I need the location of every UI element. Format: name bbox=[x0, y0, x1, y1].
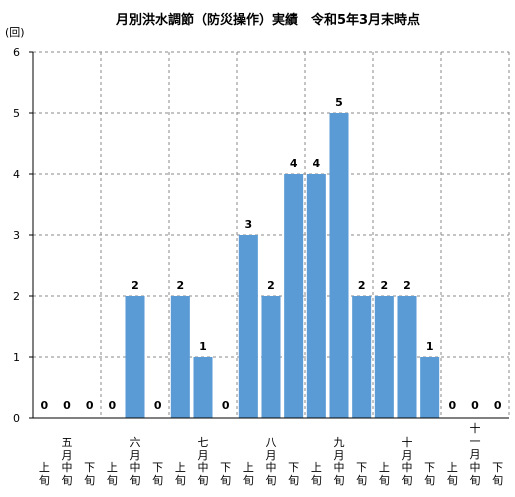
bar bbox=[352, 296, 372, 418]
bar-value-label: 5 bbox=[335, 96, 343, 109]
y-tick-label: 1 bbox=[13, 351, 20, 364]
bar-value-label: 2 bbox=[381, 279, 389, 292]
bar-value-label: 1 bbox=[426, 340, 434, 353]
period-label: 下旬 bbox=[356, 461, 367, 487]
y-tick-label: 3 bbox=[13, 229, 20, 242]
period-label: 上旬 bbox=[447, 461, 458, 487]
month-label: 十一月 bbox=[470, 421, 481, 461]
month-label: 九月 bbox=[334, 436, 345, 462]
y-tick-label: 0 bbox=[13, 412, 20, 425]
period-label: 上旬 bbox=[107, 461, 118, 487]
bar bbox=[284, 174, 304, 418]
bar-value-label: 0 bbox=[86, 399, 94, 412]
bar-value-label: 4 bbox=[313, 157, 321, 170]
axes bbox=[32, 52, 509, 419]
period-label: 中旬 bbox=[198, 461, 209, 487]
month-label: 十月 bbox=[402, 435, 413, 462]
y-axis-unit-label: (回) bbox=[5, 26, 25, 39]
period-label: 中旬 bbox=[334, 461, 345, 487]
period-label: 上旬 bbox=[175, 461, 186, 487]
bar-value-label: 0 bbox=[154, 399, 162, 412]
period-label: 下旬 bbox=[220, 461, 231, 487]
bar-value-label: 0 bbox=[63, 399, 71, 412]
bar bbox=[170, 296, 190, 418]
bar-value-label: 0 bbox=[471, 399, 479, 412]
bar bbox=[238, 235, 258, 418]
period-label: 上旬 bbox=[243, 461, 254, 487]
period-label: 下旬 bbox=[288, 461, 299, 487]
bar-value-label: 4 bbox=[290, 157, 298, 170]
y-axis-ticks: 0 1 2 3 4 5 6 bbox=[13, 46, 33, 425]
period-label: 下旬 bbox=[424, 461, 435, 487]
period-label: 上旬 bbox=[311, 461, 322, 487]
month-label: 五月 bbox=[62, 436, 73, 462]
period-label: 下旬 bbox=[492, 461, 503, 487]
period-label: 中旬 bbox=[402, 461, 413, 487]
bar bbox=[397, 296, 417, 418]
x-axis-categories: 五月上旬中旬下旬六月上旬中旬下旬七月上旬中旬下旬八月上旬中旬下旬九月上旬中旬下旬… bbox=[39, 421, 503, 487]
bar-value-label: 2 bbox=[177, 279, 185, 292]
period-label: 中旬 bbox=[470, 461, 481, 487]
y-tick-label: 6 bbox=[13, 46, 20, 59]
month-label: 七月 bbox=[198, 436, 209, 462]
bar-value-label: 0 bbox=[109, 399, 117, 412]
grid-lines bbox=[33, 51, 510, 418]
period-label: 中旬 bbox=[266, 461, 277, 487]
period-label: 下旬 bbox=[84, 461, 95, 487]
y-tick-label: 4 bbox=[13, 168, 20, 181]
period-label: 中旬 bbox=[130, 461, 141, 487]
bar bbox=[420, 357, 440, 418]
month-label: 八月 bbox=[266, 436, 277, 462]
bar-value-label: 0 bbox=[449, 399, 457, 412]
bar-value-label: 0 bbox=[222, 399, 230, 412]
bar-value-label: 0 bbox=[494, 399, 502, 412]
period-label: 上旬 bbox=[39, 461, 50, 487]
y-tick-label: 5 bbox=[13, 107, 20, 120]
bar-value-label: 1 bbox=[199, 340, 207, 353]
period-label: 中旬 bbox=[62, 461, 73, 487]
bar bbox=[374, 296, 394, 418]
bar bbox=[329, 113, 349, 418]
bar-value-label: 3 bbox=[245, 218, 253, 231]
bar bbox=[306, 174, 326, 418]
bar-value-label: 2 bbox=[403, 279, 411, 292]
bar-value-label: 2 bbox=[267, 279, 275, 292]
period-label: 上旬 bbox=[379, 461, 390, 487]
bars-group bbox=[125, 113, 440, 418]
bar-value-label: 2 bbox=[131, 279, 139, 292]
bar bbox=[125, 296, 145, 418]
period-label: 下旬 bbox=[152, 461, 163, 487]
y-tick-label: 2 bbox=[13, 290, 20, 303]
bar bbox=[193, 357, 213, 418]
chart-title: 月別洪水調節（防災操作）実績 令和5年3月末時点 bbox=[115, 12, 420, 28]
bar bbox=[261, 296, 281, 418]
bar-value-label: 0 bbox=[41, 399, 49, 412]
bar-value-labels: 0 0 0 0 2 0 2 1 0 3 2 4 4 5 2 2 2 1 0 0 0 bbox=[41, 96, 502, 412]
month-label: 六月 bbox=[130, 436, 141, 462]
bar-value-label: 2 bbox=[358, 279, 366, 292]
